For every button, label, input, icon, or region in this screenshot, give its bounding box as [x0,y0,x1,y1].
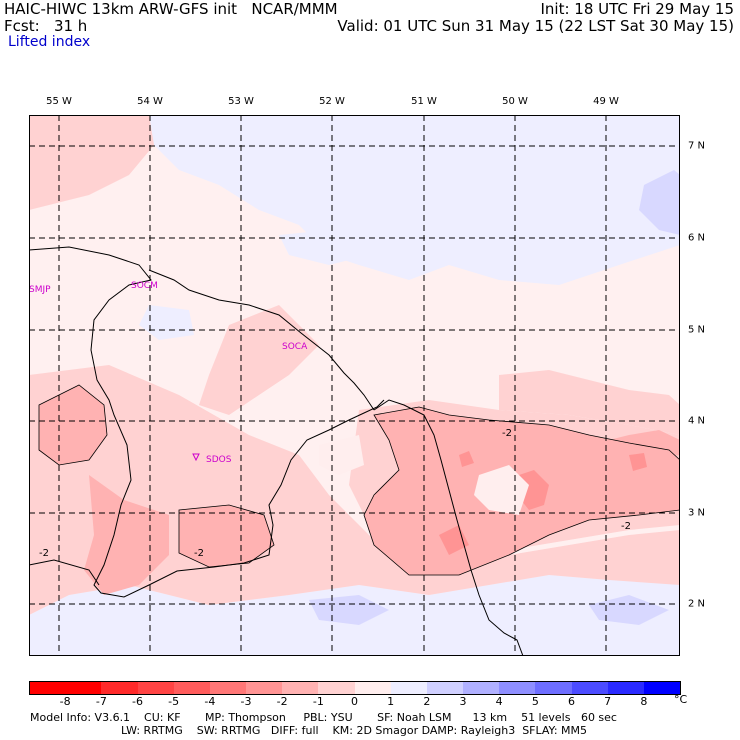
model-info-line1: Model Info: V3.6.1 CU: KF MP: Thompson P… [30,711,617,724]
colorbar-swatch [173,681,211,695]
deepest-negative-areas [439,451,647,555]
map-frame [29,115,680,656]
lat-label-2n: 2 N [688,598,706,610]
colorbar-swatch [426,681,464,695]
colorbar-swatch [65,681,102,695]
colorbar-swatch [29,681,67,695]
header-right: Init: 18 UTC Fri 29 May 15 Valid: 01 UTC… [337,1,734,35]
valid-time: Valid: 01 UTC Sun 31 May 15 (22 LST Sat … [337,17,734,35]
colorbar-tick-label: -2 [276,695,288,708]
colorbar-swatch [643,681,682,695]
center-name: NCAR/MMM [251,0,338,18]
colorbar-swatch [499,681,536,695]
colorbar-swatch [535,681,572,695]
colorbar-tick-label: -3 [240,695,252,708]
colorbar-tick-label: 1 [387,695,395,708]
colorbar-swatch [318,681,355,695]
forecast-hour: 31 h [53,17,88,35]
colorbar-tick-label: -8 [59,695,71,708]
lifted-index-map: SMJP SOCM SOCA SDOS -2 -2 -2 -2 [29,115,680,656]
colorbar-swatch [137,681,175,695]
colorbar-tick-label: -6 [132,695,143,708]
lat-label-5n: 5 N [688,324,706,336]
colorbar-swatch [354,681,392,695]
station-smjp: SMJP [29,285,51,295]
colorbar-unit: °C [674,693,688,706]
colorbar-tick-label: -4 [204,695,216,708]
contour-label: -2 [502,428,512,439]
lon-label-50w: 50 W [502,96,528,107]
station-labels: SMJP SOCM SOCA SDOS [29,281,308,465]
colorbar-swatch [607,681,645,695]
contour-lines [38,384,680,576]
colorbar-tick-label: 8 [640,695,648,708]
lat-label-4n: 4 N [688,415,706,427]
lon-label-54w: 54 W [137,96,163,107]
lon-label-51w: 51 W [411,96,437,107]
colorbar-tick-label: -7 [95,695,107,708]
contour-label: -2 [621,521,631,532]
colorbar-swatch [209,681,247,695]
colorbar-swatch [390,681,428,695]
stronger-positive-areas [309,170,680,625]
contour-label: -2 [194,548,204,559]
colorbar-tick-label: 4 [495,695,503,708]
colorbar-swatch [571,681,609,695]
lat-label-3n: 3 N [688,507,706,519]
colorbar-tick-label: 6 [568,695,575,708]
contour-label: -2 [39,548,49,559]
model-title: HAIC-HIWC 13km ARW-GFS init [4,0,238,18]
colorbar-tick-label: 7 [604,695,612,708]
forecast-label: Fcst: [4,17,40,35]
lat-lon-grid [29,115,680,656]
station-sdos: SDOS [206,455,232,465]
lat-label-6n: 6 N [688,232,706,244]
colorbar-swatch [463,681,500,695]
lon-label-53w: 53 W [228,96,254,107]
lon-label-49w: 49 W [593,96,619,107]
header-left: HAIC-HIWC 13km ARW-GFS init NCAR/MMM Fcs… [4,1,338,35]
colorbar-tick-label: -1 [312,695,324,708]
colorbar-swatch [246,681,283,695]
colorbar-swatch [101,681,138,695]
colorbar-swatch [282,681,319,695]
init-time: Init: 18 UTC Fri 29 May 15 [540,0,734,18]
colorbar-tick-label: 0 [351,695,358,708]
variable-name: Lifted index [8,34,91,50]
lon-label-55w: 55 W [46,96,72,107]
colorbar-tick-label: 2 [423,695,431,708]
station-socm: SOCM [131,281,158,291]
near-zero-areas [319,435,529,515]
contour-value-labels: -2 -2 -2 -2 [39,428,631,559]
colorbar-tick-label: -5 [168,695,180,708]
sdos-marker-icon [192,453,200,462]
station-soca: SOCA [282,342,308,352]
lon-label-52w: 52 W [319,96,345,107]
model-info-line2: LW: RRTMG SW: RRTMG DIFF: full KM: 2D Sm… [121,724,587,737]
colorbar-tick-label: 3 [459,695,467,708]
lat-label-7n: 7 N [688,140,706,152]
colorbar-tick-label: 5 [531,695,539,708]
